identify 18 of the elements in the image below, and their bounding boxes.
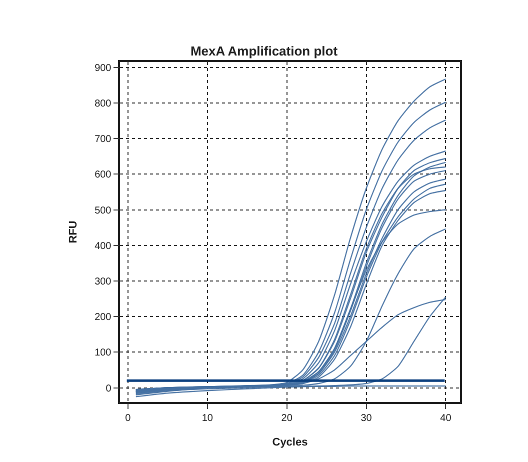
y-tick-label: 600	[94, 170, 112, 181]
y-tick-label: 400	[94, 240, 112, 252]
x-axis-title: Cycles	[272, 436, 308, 448]
x-tick-label: 0	[125, 412, 132, 424]
y-tick-label: 900	[94, 62, 112, 74]
y-tick-label: 100	[94, 348, 112, 359]
x-tick-label: 40	[440, 412, 452, 424]
x-tick-label: 20	[281, 412, 293, 424]
y-tick-label: 800	[94, 98, 112, 110]
y-tick-label: 200	[94, 312, 112, 324]
y-tick-label: 500	[94, 205, 112, 216]
y-tick-label: 300	[94, 276, 112, 288]
x-tick-label: 30	[360, 412, 372, 424]
x-tick-label: 10	[202, 412, 214, 424]
y-tick-label: 700	[94, 134, 112, 146]
y-axis-title: RFU	[68, 220, 80, 244]
chart-title: MexA Amplification plot	[190, 43, 338, 58]
y-tick-label: 0	[106, 383, 112, 394]
